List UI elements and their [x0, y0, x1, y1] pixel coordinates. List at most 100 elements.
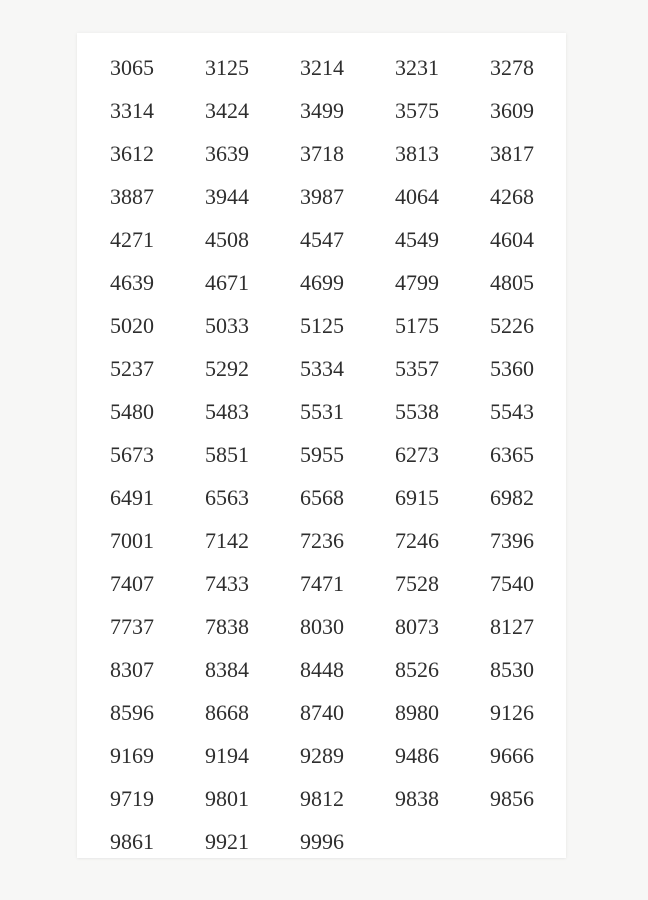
number-cell: 3639 [205, 140, 249, 166]
number-cell: 3612 [110, 140, 154, 166]
number-row: 6491 6563 6568 6915 6982 [110, 476, 566, 519]
number-cell: 5673 [110, 441, 154, 467]
number-cell: 5357 [395, 355, 439, 381]
number-cell: 6915 [395, 484, 439, 510]
number-cell: 5125 [300, 312, 344, 338]
number-cell: 8980 [395, 699, 439, 725]
number-cell: 4508 [205, 226, 249, 252]
number-cell: 5538 [395, 398, 439, 424]
number-cell: 4604 [490, 226, 534, 252]
number-cell: 3314 [110, 97, 154, 123]
number-cell: 5480 [110, 398, 154, 424]
number-cell: 3278 [490, 54, 534, 80]
number-cell: 7407 [110, 570, 154, 596]
number-cell: 4547 [300, 226, 344, 252]
number-cell: 5543 [490, 398, 534, 424]
number-cell: 5360 [490, 355, 534, 381]
number-cell: 4064 [395, 183, 439, 209]
number-row: 9861 9921 9996 [110, 820, 566, 858]
document-page: 3065 3125 3214 3231 3278 3314 3424 3499 3575 3609… [77, 33, 566, 858]
number-cell: 5483 [205, 398, 249, 424]
number-cell: 5851 [205, 441, 249, 467]
number-cell: 3499 [300, 97, 344, 123]
number-cell: 7540 [490, 570, 534, 596]
number-cell: 3609 [490, 97, 534, 123]
number-cell: 3813 [395, 140, 439, 166]
number-cell: 3718 [300, 140, 344, 166]
number-cell: 3214 [300, 54, 344, 80]
number-cell: 3887 [110, 183, 154, 209]
number-cell: 7737 [110, 613, 154, 639]
number-cell: 5292 [205, 355, 249, 381]
number-cell: 8530 [490, 656, 534, 682]
number-cell: 4805 [490, 269, 534, 295]
number-cell: 8596 [110, 699, 154, 725]
number-row: 7407 7433 7471 7528 7540 [110, 562, 566, 605]
number-cell: 4639 [110, 269, 154, 295]
number-cell: 9289 [300, 742, 344, 768]
number-cell: 5531 [300, 398, 344, 424]
number-cell: 6982 [490, 484, 534, 510]
number-row: 3612 3639 3718 3813 3817 [110, 132, 566, 175]
number-cell: 9801 [205, 785, 249, 811]
number-cell: 3944 [205, 183, 249, 209]
number-cell: 3065 [110, 54, 154, 80]
number-row: 5673 5851 5955 6273 6365 [110, 433, 566, 476]
number-cell: 9126 [490, 699, 534, 725]
number-cell: 3424 [205, 97, 249, 123]
number-cell: 6491 [110, 484, 154, 510]
number-cell: 8073 [395, 613, 439, 639]
number-cell: 5955 [300, 441, 344, 467]
number-cell: 5175 [395, 312, 439, 338]
number-cell: 7838 [205, 613, 249, 639]
number-cell: 6365 [490, 441, 534, 467]
number-cell: 9921 [205, 828, 249, 854]
number-cell: 9996 [300, 828, 344, 854]
number-cell: 8127 [490, 613, 534, 639]
number-cell: 8526 [395, 656, 439, 682]
number-cell: 7433 [205, 570, 249, 596]
number-cell: 8030 [300, 613, 344, 639]
number-row: 5237 5292 5334 5357 5360 [110, 347, 566, 390]
number-cell: 5226 [490, 312, 534, 338]
number-cell: 7471 [300, 570, 344, 596]
number-row: 3887 3944 3987 4064 4268 [110, 175, 566, 218]
number-row: 4639 4671 4699 4799 4805 [110, 261, 566, 304]
number-cell: 9486 [395, 742, 439, 768]
number-cell: 5237 [110, 355, 154, 381]
number-cell: 8448 [300, 656, 344, 682]
number-cell: 4268 [490, 183, 534, 209]
number-cell: 6563 [205, 484, 249, 510]
number-cell: 3125 [205, 54, 249, 80]
number-cell: 4799 [395, 269, 439, 295]
number-cell: 9838 [395, 785, 439, 811]
number-row: 3065 3125 3214 3231 3278 [110, 46, 566, 89]
number-row: 8596 8668 8740 8980 9126 [110, 691, 566, 734]
number-cell: 3987 [300, 183, 344, 209]
number-row: 9719 9801 9812 9838 9856 [110, 777, 566, 820]
number-cell: 6273 [395, 441, 439, 467]
number-cell: 5334 [300, 355, 344, 381]
number-row: 7737 7838 8030 8073 8127 [110, 605, 566, 648]
number-row: 3314 3424 3499 3575 3609 [110, 89, 566, 132]
number-cell: 4549 [395, 226, 439, 252]
number-row: 4271 4508 4547 4549 4604 [110, 218, 566, 261]
number-cell: 9812 [300, 785, 344, 811]
number-cell: 9861 [110, 828, 154, 854]
number-cell: 3575 [395, 97, 439, 123]
number-cell: 9194 [205, 742, 249, 768]
number-grid: 3065 3125 3214 3231 3278 3314 3424 3499 3575 3609… [77, 33, 566, 858]
number-cell: 9719 [110, 785, 154, 811]
number-cell: 8384 [205, 656, 249, 682]
number-row: 9169 9194 9289 9486 9666 [110, 734, 566, 777]
number-cell: 8668 [205, 699, 249, 725]
number-cell: 7142 [205, 527, 249, 553]
number-cell: 7236 [300, 527, 344, 553]
number-cell: 4699 [300, 269, 344, 295]
number-row: 5020 5033 5125 5175 5226 [110, 304, 566, 347]
number-cell: 9169 [110, 742, 154, 768]
number-row: 7001 7142 7236 7246 7396 [110, 519, 566, 562]
number-row: 5480 5483 5531 5538 5543 [110, 390, 566, 433]
number-cell: 4271 [110, 226, 154, 252]
